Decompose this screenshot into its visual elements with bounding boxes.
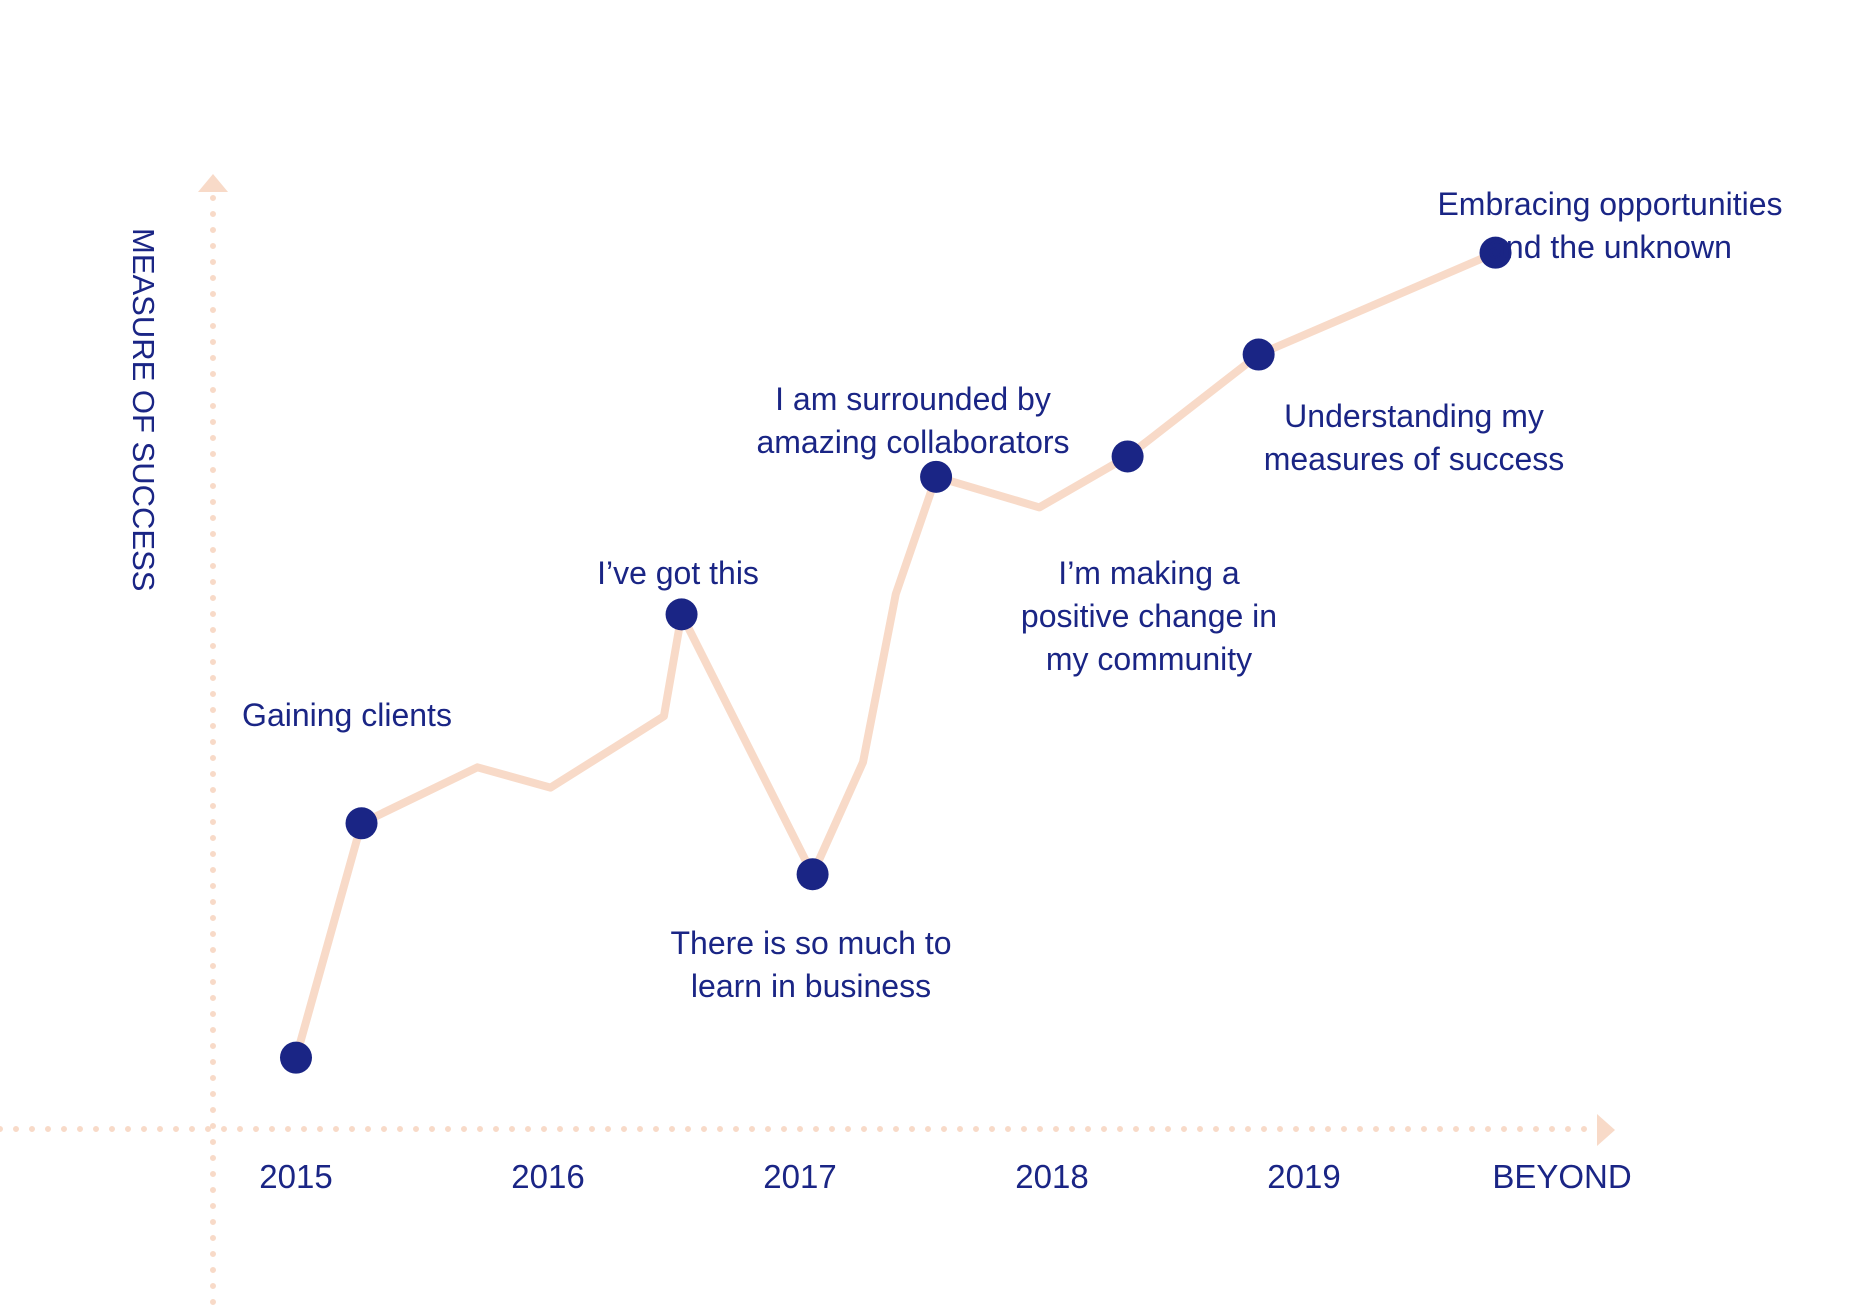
axes bbox=[0, 174, 1615, 1309]
milestone-point-8 bbox=[1479, 236, 1512, 269]
milestone-points bbox=[280, 236, 1512, 1074]
x-axis-arrow-icon bbox=[1597, 1114, 1615, 1146]
x-tick-labels: 2015 2016 2017 2018 2019 BEYOND bbox=[259, 1158, 1631, 1195]
milestone-point-5 bbox=[920, 460, 953, 493]
milestone-label-2-line-1: Gaining clients bbox=[242, 697, 452, 733]
milestone-label-4-line-1: There is so much to bbox=[671, 925, 952, 961]
x-tick-label-1: 2015 bbox=[259, 1158, 332, 1195]
x-tick-label-4: 2018 bbox=[1015, 1158, 1088, 1195]
x-tick-label-3: 2017 bbox=[763, 1158, 836, 1195]
milestone-label-5-line-1: I am surrounded by bbox=[775, 381, 1051, 417]
milestone-label-3-line-1: I’ve got this bbox=[597, 555, 759, 591]
milestone-point-6 bbox=[1111, 440, 1144, 473]
milestone-point-2 bbox=[345, 807, 378, 840]
milestone-label-6-line-1: I’m making a bbox=[1058, 555, 1240, 591]
milestone-point-7 bbox=[1242, 338, 1275, 371]
x-tick-label-6: BEYOND bbox=[1492, 1158, 1631, 1195]
milestone-label-7-line-1: Understanding my bbox=[1284, 398, 1544, 434]
milestone-label-8-line-1: Embracing opportunities bbox=[1437, 186, 1782, 222]
success-line bbox=[292, 248, 1500, 1062]
y-axis-arrow-icon bbox=[198, 174, 228, 192]
milestone-label-4-line-2: learn in business bbox=[691, 968, 931, 1004]
success-line-series bbox=[292, 248, 1500, 1062]
y-axis-label: MEASURE OF SUCCESS bbox=[126, 228, 161, 591]
milestone-label-5-line-2: amazing collaborators bbox=[756, 424, 1069, 460]
milestone-point-1 bbox=[280, 1041, 312, 1074]
x-tick-label-5: 2019 bbox=[1267, 1158, 1340, 1195]
milestone-annotations: Gaining clients I’ve got this There is so … bbox=[242, 186, 1782, 1004]
x-tick-label-2: 2016 bbox=[511, 1158, 584, 1195]
milestone-label-8-line-2: and the unknown bbox=[1488, 229, 1732, 265]
milestone-label-7-line-2: measures of success bbox=[1264, 441, 1565, 477]
milestone-point-4 bbox=[796, 858, 829, 891]
milestone-label-6-line-3: my community bbox=[1046, 641, 1252, 677]
milestone-point-3 bbox=[665, 598, 698, 631]
milestone-label-6-line-2: positive change in bbox=[1021, 598, 1277, 634]
